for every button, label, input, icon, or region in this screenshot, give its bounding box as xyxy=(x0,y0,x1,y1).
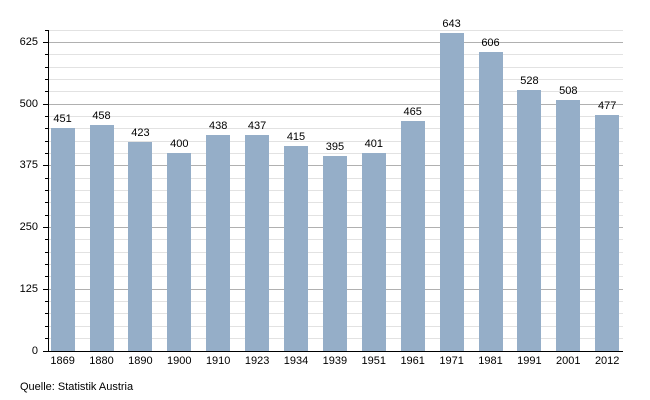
y-minor-tick xyxy=(45,29,48,31)
y-axis-label-500: 500 xyxy=(19,97,38,110)
bar-value-label-1939: 395 xyxy=(325,140,345,153)
y-minor-tick xyxy=(45,264,48,266)
bar-value-label-1880: 458 xyxy=(92,109,111,122)
bar-1880 xyxy=(89,124,114,351)
x-axis-label-1880: 1880 xyxy=(89,355,114,367)
bar-value-label-1934: 415 xyxy=(286,131,306,144)
bar-value-label-1971: 643 xyxy=(442,18,461,31)
bar-value-label-1991: 528 xyxy=(520,75,539,88)
bar-value-label-1923: 437 xyxy=(247,120,267,133)
x-axis-label-1910: 1910 xyxy=(205,355,231,367)
x-axis-label-1869: 1869 xyxy=(50,355,75,367)
minor-gridline xyxy=(49,140,623,142)
bar-value-label-1900: 400 xyxy=(170,138,189,151)
y-axis-label-0: 0 xyxy=(31,344,38,357)
minor-gridline xyxy=(49,115,623,117)
bar-1910 xyxy=(206,134,231,351)
y-minor-tick xyxy=(45,325,48,327)
bar-1939 xyxy=(322,155,347,351)
x-axis-label-1961: 1961 xyxy=(400,355,425,367)
major-gridline xyxy=(49,41,623,43)
x-axis-label-1939: 1939 xyxy=(322,355,348,367)
bar-2012 xyxy=(595,115,620,351)
x-axis-label-1923: 1923 xyxy=(244,355,270,367)
source-caption: Quelle: Statistik Austria xyxy=(20,381,134,393)
bar-value-label-1910: 438 xyxy=(209,119,228,132)
y-minor-tick xyxy=(45,338,48,340)
bar-value-label-1890: 423 xyxy=(131,127,150,140)
x-axis-label-2012: 2012 xyxy=(594,355,620,367)
bar-1951 xyxy=(361,152,386,351)
y-minor-tick xyxy=(45,202,48,204)
bar-1869 xyxy=(50,128,75,351)
minor-gridline xyxy=(49,54,623,56)
bar-1900 xyxy=(167,153,192,351)
bar-1971 xyxy=(439,33,464,351)
major-gridline xyxy=(49,103,623,105)
y-major-tick xyxy=(43,41,48,43)
y-minor-tick xyxy=(45,152,48,154)
y-major-tick xyxy=(43,103,48,105)
bar-1890 xyxy=(128,142,153,351)
x-axis-label-1981: 1981 xyxy=(478,355,503,367)
minor-gridline xyxy=(49,152,623,154)
y-minor-tick xyxy=(45,214,48,216)
y-minor-tick xyxy=(45,276,48,278)
y-major-tick xyxy=(43,288,48,290)
x-axis-label-1951: 1951 xyxy=(361,355,387,367)
bar-value-label-1981: 606 xyxy=(481,36,500,49)
y-minor-tick xyxy=(45,301,48,303)
minor-gridline xyxy=(49,128,623,130)
x-axis-label-1890: 1890 xyxy=(128,355,153,367)
bar-value-label-2001: 508 xyxy=(559,85,578,98)
y-minor-tick xyxy=(45,66,48,68)
y-minor-tick xyxy=(45,115,48,117)
y-minor-tick xyxy=(45,177,48,179)
y-minor-tick xyxy=(45,91,48,93)
y-minor-tick xyxy=(45,78,48,80)
x-axis-label-1900: 1900 xyxy=(167,355,192,367)
x-axis-label-2001: 2001 xyxy=(556,355,581,367)
y-major-tick xyxy=(43,350,48,352)
y-axis-label-250: 250 xyxy=(19,221,38,234)
bar-value-label-1951: 401 xyxy=(364,137,383,150)
bar-1923 xyxy=(245,135,270,351)
bar-1961 xyxy=(400,121,425,351)
plot-area: 451 458 423 400 438 437 415 395 401 465 643 606 528 5… xyxy=(48,18,623,352)
y-minor-tick xyxy=(45,190,48,191)
minor-gridline xyxy=(49,78,623,80)
y-axis-label-625: 625 xyxy=(19,35,38,48)
bar-2001 xyxy=(556,100,581,351)
y-major-tick xyxy=(43,165,48,167)
y-minor-tick xyxy=(45,251,48,253)
bar-value-label-1961: 465 xyxy=(403,106,422,119)
bar-1934 xyxy=(284,146,308,351)
minor-gridline xyxy=(49,66,623,68)
y-axis-label-375: 375 xyxy=(19,159,38,172)
y-major-tick xyxy=(43,227,48,229)
y-minor-tick xyxy=(45,128,48,130)
bar-1991 xyxy=(517,90,542,351)
bar-value-label-2012: 477 xyxy=(598,100,617,113)
minor-gridline xyxy=(49,29,623,31)
x-axis-label-1991: 1991 xyxy=(517,355,542,367)
bar-value-label-1869: 451 xyxy=(53,113,72,126)
y-minor-tick xyxy=(45,239,48,241)
y-minor-tick xyxy=(45,54,48,56)
y-minor-tick xyxy=(45,140,48,142)
bar-1981 xyxy=(478,51,503,351)
x-axis-label-1971: 1971 xyxy=(439,355,464,367)
y-minor-tick xyxy=(45,313,48,315)
x-axis-label-1934: 1934 xyxy=(283,355,309,367)
y-axis-label-125: 125 xyxy=(19,282,38,295)
minor-gridline xyxy=(49,91,623,93)
